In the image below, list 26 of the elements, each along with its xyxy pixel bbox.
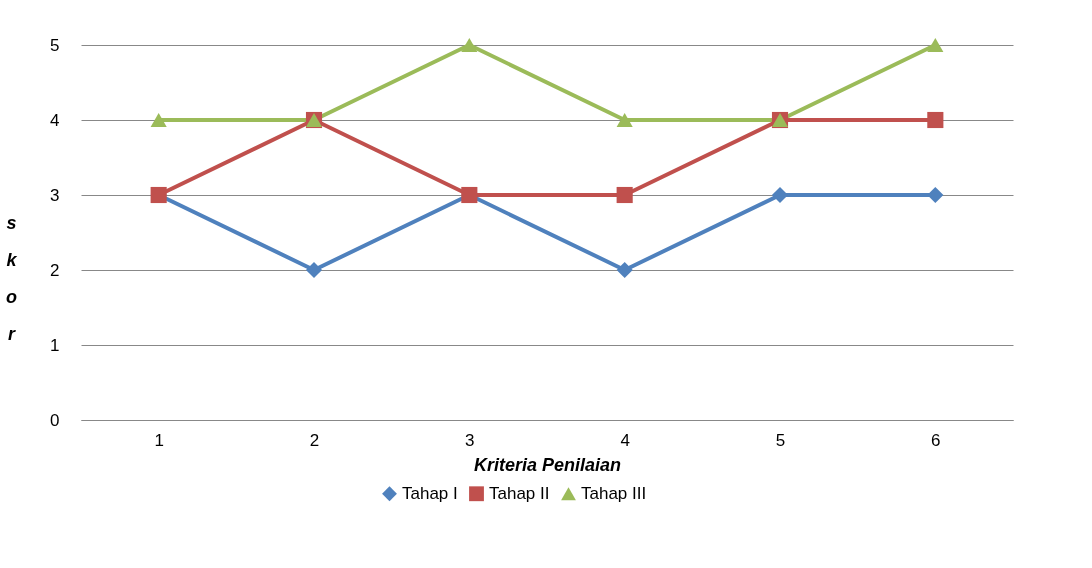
x-axis-title: Kriteria Penilaian: [473, 454, 622, 475]
y-tick-label: 5: [50, 35, 60, 55]
y-tick-label: 3: [50, 185, 60, 205]
legend-label: Tahap I: [402, 483, 458, 503]
point: [927, 111, 944, 129]
point: [616, 113, 633, 127]
point: [305, 261, 323, 279]
x-tick-label: 4: [620, 430, 630, 450]
point: [616, 186, 633, 204]
y-tick-label: 2: [50, 260, 60, 280]
x-tick-label: 6: [931, 430, 941, 450]
point: [927, 186, 944, 204]
point: [461, 38, 478, 52]
x-tick-label: 5: [775, 430, 786, 450]
point: [616, 261, 633, 279]
y-axis-title: skor: [6, 212, 18, 344]
x-tick-label: 2: [309, 430, 320, 450]
legend-label: Tahap III: [581, 483, 647, 503]
point: [150, 113, 167, 127]
point: [927, 38, 944, 52]
y-tick-label: 4: [50, 110, 60, 130]
legend-label: Tahap II: [489, 483, 550, 503]
x-tick-label: 1: [154, 430, 164, 450]
x-tick-label: 3: [465, 430, 475, 450]
y-tick-label: 1: [50, 335, 60, 355]
y-tick-label: 0: [50, 410, 60, 430]
